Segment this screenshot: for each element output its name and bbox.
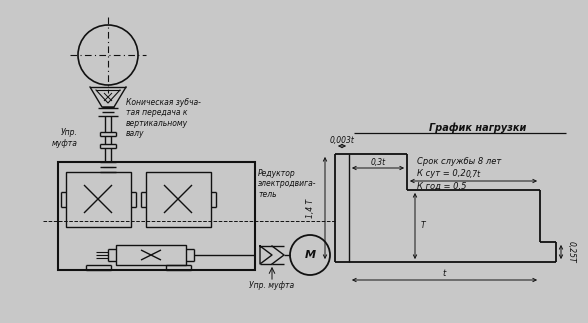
Text: 1,4 T: 1,4 T bbox=[306, 198, 316, 218]
Text: 0,7t: 0,7t bbox=[466, 171, 481, 180]
Text: Упр. муфта: Упр. муфта bbox=[249, 280, 295, 289]
Text: Коническая зубча-
тая передача к
вертикальному
валу: Коническая зубча- тая передача к вертика… bbox=[126, 98, 201, 138]
Text: T: T bbox=[420, 222, 425, 231]
Bar bbox=[146, 172, 211, 227]
Text: Упр.
муфта: Упр. муфта bbox=[52, 128, 78, 148]
Text: К сут = 0,2: К сут = 0,2 bbox=[417, 170, 466, 179]
Text: 0,3t: 0,3t bbox=[370, 158, 386, 166]
Text: t: t bbox=[443, 268, 446, 277]
Text: 0,25T: 0,25T bbox=[566, 241, 576, 263]
Bar bbox=[58, 162, 255, 270]
Text: М: М bbox=[305, 250, 316, 260]
Bar bbox=[116, 245, 186, 265]
Text: Редуктор
электродвига-
тель: Редуктор электродвига- тель bbox=[258, 169, 316, 199]
Text: 0,003t: 0,003t bbox=[329, 136, 355, 144]
Text: График нагрузки: График нагрузки bbox=[429, 123, 526, 133]
Text: Срок службы 8 лет: Срок службы 8 лет bbox=[417, 158, 501, 166]
Bar bbox=[66, 172, 131, 227]
Text: К год = 0,5: К год = 0,5 bbox=[417, 182, 466, 191]
